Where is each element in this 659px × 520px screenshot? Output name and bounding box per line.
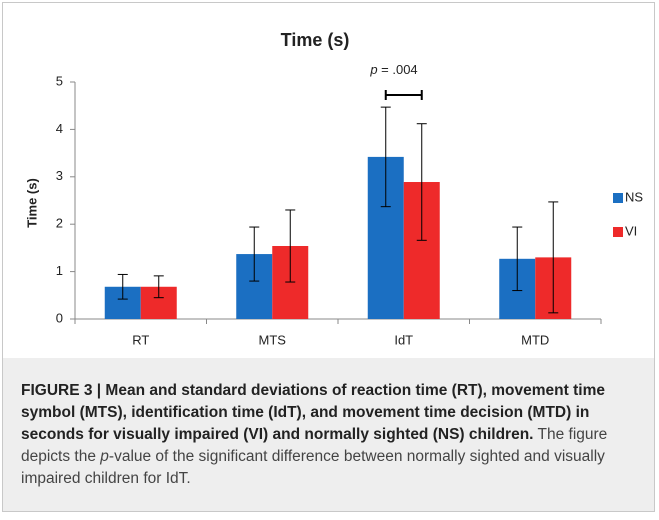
x-tick-label: IdT bbox=[394, 332, 413, 347]
x-tick-label: MTD bbox=[521, 332, 549, 347]
legend-swatch bbox=[613, 227, 623, 237]
y-tick-label: 0 bbox=[56, 310, 63, 325]
x-tick-label: RT bbox=[132, 332, 149, 347]
y-tick-label: 1 bbox=[56, 263, 63, 278]
x-tick-label: MTS bbox=[259, 332, 287, 347]
chart-title: Time (s) bbox=[281, 30, 350, 50]
legend-label: VI bbox=[625, 223, 637, 238]
caption: FIGURE 3 | Mean and standard deviations … bbox=[3, 358, 654, 511]
annotation-text: = .004 bbox=[378, 62, 418, 77]
y-tick-label: 4 bbox=[56, 121, 63, 136]
figure: Time (s) Time (s) p = .004 0 1 2 3 4 5 RT MTS Id… bbox=[2, 2, 655, 512]
y-axis-label: Time (s) bbox=[24, 178, 39, 228]
legend-swatch bbox=[613, 193, 623, 203]
caption-text: The figure depicts the bbox=[21, 426, 608, 465]
legend-label: NS bbox=[625, 189, 643, 204]
caption-text: -value of the significant difference bet… bbox=[21, 448, 605, 487]
caption-italic: p bbox=[100, 448, 109, 465]
y-tick-label: 2 bbox=[56, 216, 63, 231]
y-tick-label: 5 bbox=[56, 73, 63, 88]
caption-bold: FIGURE 3 | Mean and standard deviations … bbox=[21, 382, 605, 443]
annotation: p = .004 bbox=[369, 62, 417, 77]
annotation-p: p bbox=[369, 62, 377, 77]
y-tick-label: 3 bbox=[56, 168, 63, 183]
chart: Time (s) Time (s) p = .004 0 1 2 3 4 5 RT MTS Id… bbox=[24, 30, 643, 348]
